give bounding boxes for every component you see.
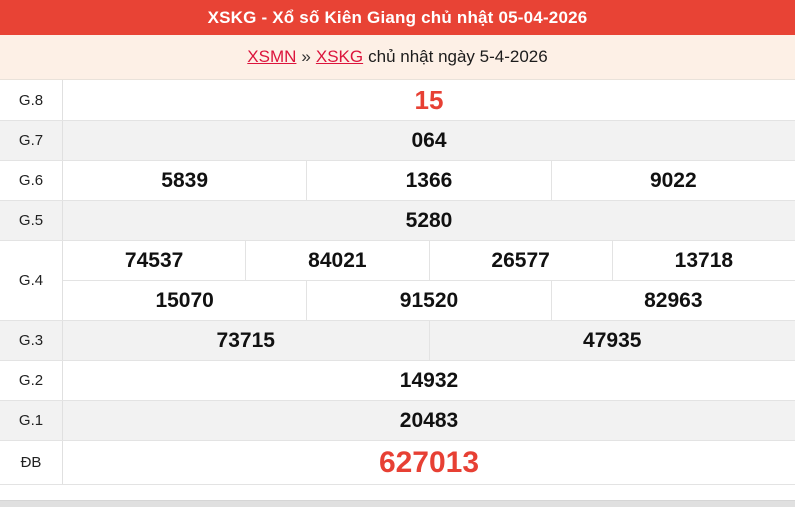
prize-values: 5839 1366 9022: [63, 161, 795, 200]
breadcrumb-link-xskg[interactable]: XSKG: [315, 47, 364, 66]
prize-row-g8: G.8 15: [0, 80, 795, 121]
winning-number: 15: [414, 84, 444, 115]
prize-sub-row: 73715 47935: [63, 321, 795, 360]
prize-label: G.8: [0, 80, 63, 120]
prize-sub-row: 14932: [63, 361, 795, 400]
winning-number: 15070: [155, 288, 214, 312]
winning-number: 9022: [550, 161, 795, 200]
prize-values: 73715 47935: [63, 321, 795, 360]
winning-number: 627013: [378, 445, 480, 479]
winning-number: 1366: [306, 161, 550, 200]
prize-sub-row: 627013: [63, 441, 795, 484]
prize-row-g2: G.2 14932: [0, 361, 795, 401]
breadcrumb-link-xsmn[interactable]: XSMN: [247, 47, 297, 66]
winning-number: 47935: [428, 321, 795, 360]
winning-number: 20483: [399, 408, 459, 432]
prize-label: ĐB: [0, 441, 63, 484]
prize-row-g7: G.7 064: [0, 121, 795, 161]
breadcrumb-separator: »: [301, 47, 311, 66]
winning-number: 74537: [124, 248, 184, 272]
winning-number: 5839: [161, 168, 209, 192]
prize-row-g1: G.1 20483: [0, 401, 795, 441]
prize-values: 627013: [63, 441, 795, 484]
prize-label: G.4: [0, 241, 63, 320]
prize-row-g6: G.6 5839 1366 9022: [0, 161, 795, 201]
prize-label: G.7: [0, 121, 63, 160]
winning-number: 73715: [216, 328, 275, 352]
winning-number: 14932: [399, 368, 459, 392]
prize-sub-row: 74537 84021 26577 13718: [63, 241, 795, 280]
winning-number: 064: [411, 128, 447, 152]
winning-number: 84021: [245, 241, 428, 280]
prize-row-g4: G.4 74537 84021 26577 13718 15070 91520 82963: [0, 241, 795, 321]
prize-label: G.1: [0, 401, 63, 440]
winning-number: 13718: [611, 241, 795, 280]
prize-values: 064: [63, 121, 795, 160]
prize-values: 14932: [63, 361, 795, 400]
winning-number: 5280: [405, 208, 453, 232]
winning-number: 91520: [306, 281, 550, 320]
results-table: G.8 15 G.7 064 G.6 5839 1366 9022 G.5 5280 G.4 7453…: [0, 80, 795, 500]
page-title: XSKG - Xổ số Kiên Giang chủ nhật 05-04-2…: [207, 7, 588, 27]
breadcrumb: XSMN » XSKG chủ nhật ngày 5-4-2026: [0, 35, 795, 80]
prize-row-đb: ĐB 627013: [0, 441, 795, 485]
prize-sub-row: 064: [63, 121, 795, 160]
prize-sub-row: 15070 91520 82963: [63, 280, 795, 320]
breadcrumb-text: chủ nhật ngày 5-4-2026: [368, 47, 548, 66]
prize-sub-row: 5839 1366 9022: [63, 161, 795, 200]
winning-number: 26577: [428, 241, 612, 280]
prize-row-g5: G.5 5280: [0, 201, 795, 241]
prize-label: G.5: [0, 201, 63, 240]
prize-values: 20483: [63, 401, 795, 440]
winning-number: 82963: [550, 281, 795, 320]
prize-values: 74537 84021 26577 13718 15070 91520 82963: [63, 241, 795, 320]
prize-sub-row: 15: [63, 80, 795, 120]
prize-label: G.6: [0, 161, 63, 200]
bottom-divider: [0, 500, 795, 507]
prize-row-g3: G.3 73715 47935: [0, 321, 795, 361]
prize-sub-row: 20483: [63, 401, 795, 440]
prize-label: G.3: [0, 321, 63, 360]
title-bar: XSKG - Xổ số Kiên Giang chủ nhật 05-04-2…: [0, 0, 795, 35]
prize-values: 5280: [63, 201, 795, 240]
prize-label: G.2: [0, 361, 63, 400]
prize-values: 15: [63, 80, 795, 120]
prize-sub-row: 5280: [63, 201, 795, 240]
